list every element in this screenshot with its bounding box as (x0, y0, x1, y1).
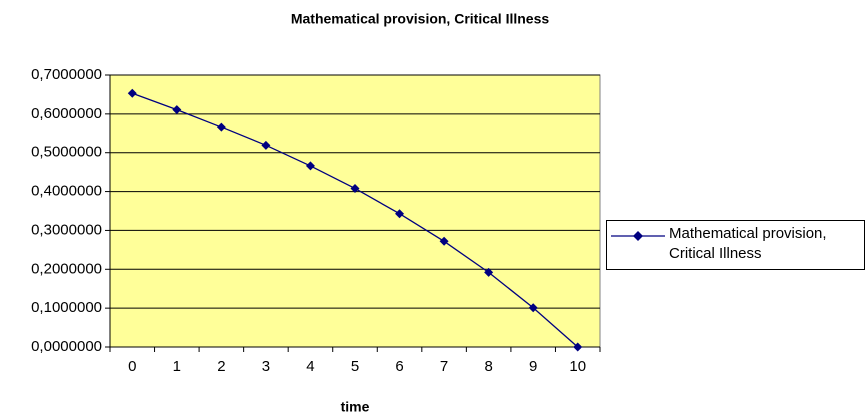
legend-marker (633, 231, 643, 241)
x-tick-label: 1 (173, 358, 181, 375)
y-tick-label: 0,2000000 (31, 260, 102, 277)
y-tick-label: 0,6000000 (31, 105, 102, 122)
x-tick-label: 5 (351, 358, 359, 375)
x-axis-label: time (341, 399, 370, 415)
x-tick-label: 10 (569, 358, 586, 375)
y-tick-label: 0,1000000 (31, 299, 102, 316)
x-tick-label: 6 (395, 358, 403, 375)
y-tick-label: 0,7000000 (31, 66, 102, 83)
data-point (350, 183, 360, 193)
data-point (172, 105, 182, 115)
x-tick-label: 3 (262, 358, 270, 375)
data-point (127, 88, 137, 98)
y-tick-label: 0,5000000 (31, 144, 102, 161)
data-point (305, 161, 315, 171)
y-tick-label: 0,3000000 (31, 221, 102, 238)
x-tick-label: 8 (484, 358, 492, 375)
plot-area (109, 74, 601, 348)
data-point (439, 236, 449, 246)
chart-title: Mathematical provision, Critical Illness (291, 11, 550, 27)
data-point (395, 209, 405, 219)
y-tick-label: 0,0000000 (31, 338, 102, 355)
data-point (261, 140, 271, 150)
legend-swatch (611, 231, 665, 241)
x-tick-label: 4 (306, 358, 314, 375)
data-point (484, 267, 494, 277)
legend-label: Mathematical provision, Critical Illness (669, 225, 827, 262)
data-point (573, 342, 583, 352)
legend: Mathematical provision, Critical Illness (606, 220, 865, 270)
y-tick-label: 0,4000000 (31, 183, 102, 200)
data-point (528, 303, 538, 313)
x-tick-label: 9 (529, 358, 537, 375)
x-tick-label: 2 (217, 358, 225, 375)
x-tick-label: 0 (128, 358, 136, 375)
x-tick-label: 7 (440, 358, 448, 375)
data-point (216, 122, 226, 132)
